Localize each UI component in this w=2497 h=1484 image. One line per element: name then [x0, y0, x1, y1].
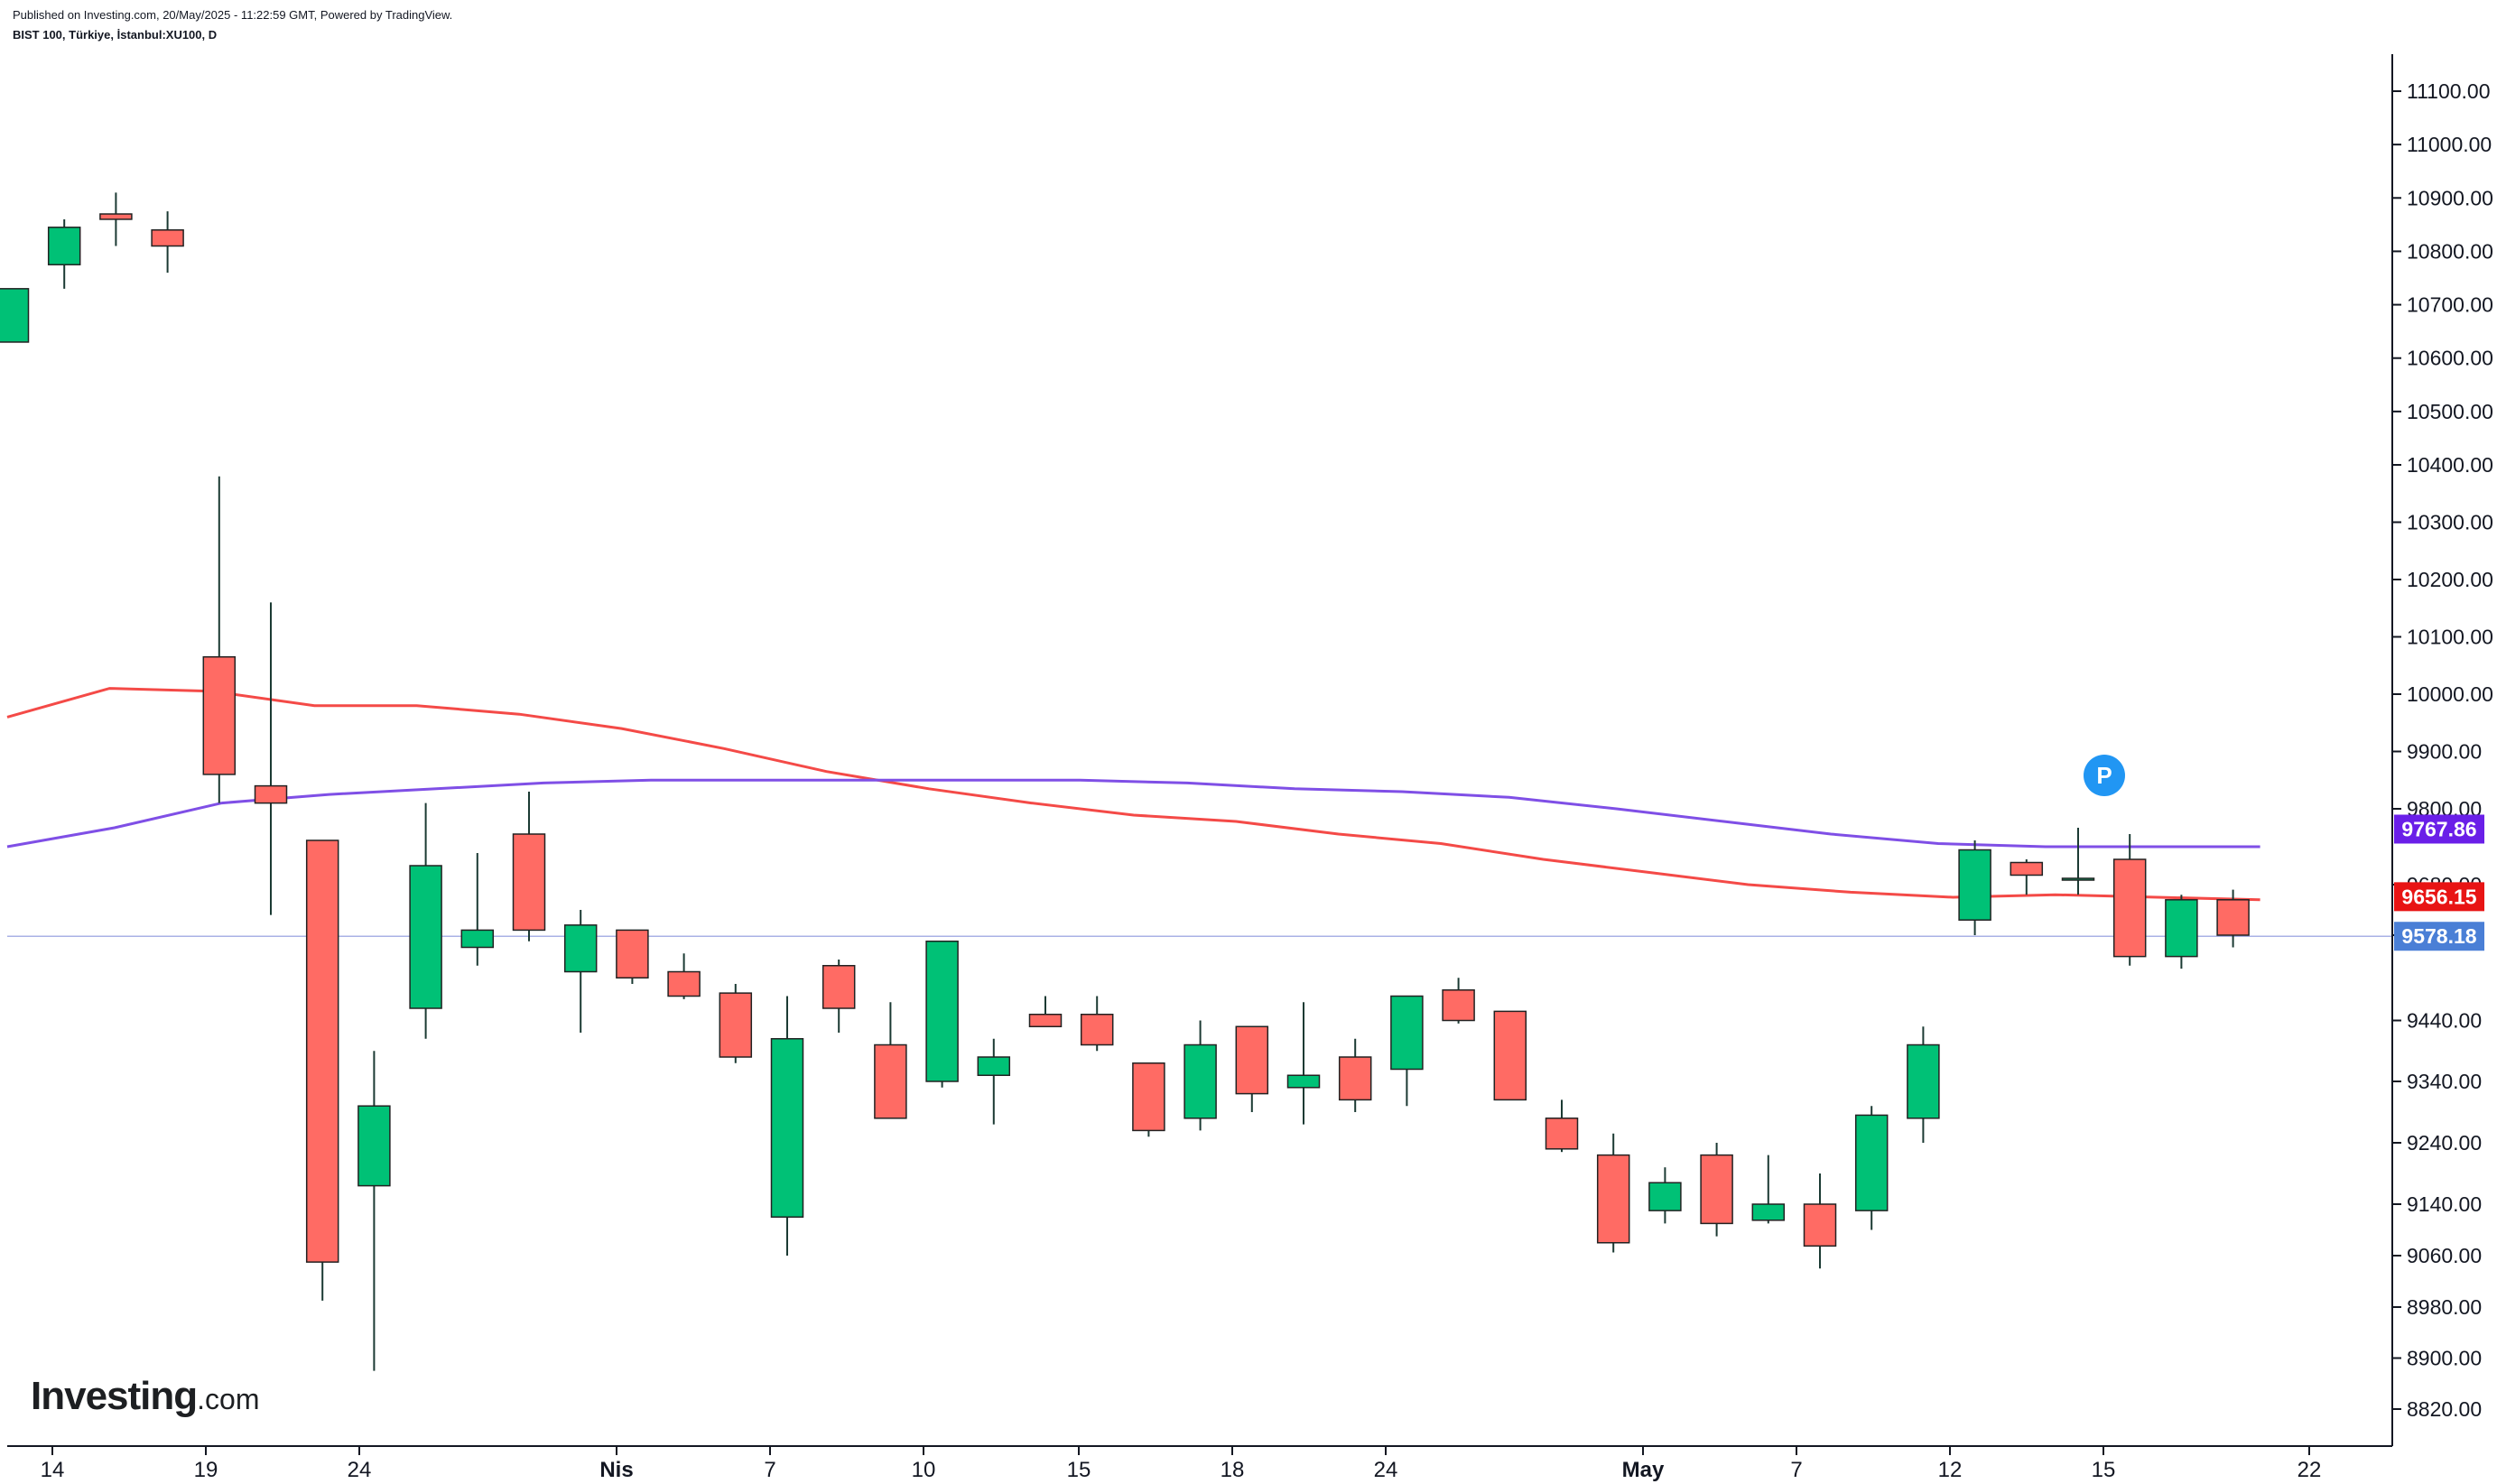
candle-down — [99, 213, 133, 220]
y-tick-label: 9140.00 — [2407, 1192, 2482, 1216]
candle-down — [1545, 1118, 1579, 1150]
y-tick-label: 9900.00 — [2407, 740, 2482, 764]
y-tick-label: 11000.00 — [2407, 133, 2492, 156]
x-tick-label: 14 — [41, 1458, 65, 1482]
y-tick-label: 10700.00 — [2407, 293, 2493, 317]
x-tick-label: Nis — [599, 1458, 633, 1482]
candle-up — [1286, 1074, 1321, 1089]
y-tick-label: 9440.00 — [2407, 1009, 2482, 1033]
y-tick-label: 9240.00 — [2407, 1131, 2482, 1155]
candle-down — [719, 992, 753, 1058]
y-tick-label: 10500.00 — [2407, 400, 2493, 423]
candle-up — [2061, 877, 2095, 881]
y-tick-label: 10000.00 — [2407, 682, 2493, 706]
ma-purple-line — [6, 778, 2260, 849]
y-tick-label: 9060.00 — [2407, 1244, 2482, 1267]
logo-suffix: .com — [197, 1383, 260, 1415]
candle-down — [305, 839, 339, 1263]
candle-up — [409, 865, 442, 1009]
candle-up — [1907, 1043, 1940, 1119]
y-tick-label: 10200.00 — [2407, 568, 2493, 591]
candle-up — [1854, 1114, 1889, 1211]
candle-up — [460, 929, 495, 949]
y-tick-label: 10300.00 — [2407, 511, 2493, 534]
logo-brand: Investing — [31, 1374, 198, 1418]
price-tag — [2394, 814, 2484, 844]
price-tag-label: 9656.15 — [2401, 885, 2476, 908]
candle-down — [822, 965, 856, 1009]
candle-down — [1493, 1010, 1527, 1101]
candle-down — [2112, 858, 2147, 958]
ma-red-line — [6, 687, 2260, 902]
candle-down — [512, 833, 546, 932]
candle-up — [1648, 1182, 1682, 1211]
x-tick-label: 24 — [348, 1458, 372, 1482]
x-axis-ticks: 14 19 24 Nis 7 10 15 18 24 May 7 12 15 22 — [41, 1446, 2322, 1482]
y-tick-label: 11100.00 — [2407, 79, 2491, 103]
candle-down — [1132, 1062, 1165, 1132]
y-tick-label: 10800.00 — [2407, 239, 2493, 263]
candle-up — [925, 941, 959, 1082]
candle-down — [1028, 1014, 1063, 1027]
y-tick-label: 10100.00 — [2407, 626, 2493, 649]
candle-down — [202, 655, 237, 775]
x-tick-label: 24 — [1374, 1458, 1398, 1482]
candle-up — [770, 1038, 804, 1218]
event-marker-icon[interactable]: P — [2084, 755, 2125, 796]
candle-down — [2216, 899, 2250, 936]
price-tags: 9767.86 9656.15 9578.18 — [2394, 814, 2484, 951]
candle-up — [0, 288, 30, 343]
candle-down — [874, 1043, 907, 1119]
x-tick-label: 15 — [1067, 1458, 1091, 1482]
investing-logo: Investing.com — [31, 1374, 260, 1419]
candle-up — [563, 924, 598, 973]
x-tick-label: 10 — [912, 1458, 936, 1482]
candle-up — [1751, 1203, 1786, 1221]
y-tick-label: 10900.00 — [2407, 186, 2493, 209]
candle-down — [151, 229, 184, 247]
candle-down — [254, 784, 288, 804]
y-tick-label: 10400.00 — [2407, 453, 2493, 477]
price-tag — [2394, 922, 2484, 951]
candle-up — [1184, 1043, 1217, 1119]
x-tick-label: 7 — [764, 1458, 775, 1482]
published-note: Published on Investing.com, 20/May/2025 … — [13, 8, 453, 22]
candle-down — [1700, 1154, 1733, 1225]
y-tick-label: 8820.00 — [2407, 1397, 2482, 1421]
candle-up — [357, 1105, 391, 1187]
candle-down — [1442, 989, 1475, 1022]
x-tick-label: May — [1622, 1458, 1665, 1482]
candle-up — [977, 1056, 1011, 1076]
price-tag-label: 9578.18 — [2401, 924, 2476, 948]
x-tick-label: 12 — [1938, 1458, 1963, 1482]
candle-up — [2165, 899, 2198, 958]
candle-down — [1338, 1056, 1372, 1101]
x-tick-label: 15 — [2092, 1458, 2116, 1482]
y-axis-ticks: 11100.00 11000.00 10900.00 10800.00 10700.00… — [2392, 79, 2493, 1421]
y-tick-label: 9340.00 — [2407, 1070, 2482, 1093]
candle-down — [667, 970, 701, 997]
candle-up — [1390, 995, 1424, 1071]
price-tag-label: 9767.86 — [2401, 817, 2476, 840]
candle-down — [1596, 1154, 1630, 1244]
candle-down — [616, 929, 649, 979]
y-tick-label: 8980.00 — [2407, 1295, 2482, 1319]
candle-up — [47, 227, 81, 265]
candle-down — [1080, 1014, 1114, 1046]
x-tick-label: 7 — [1790, 1458, 1802, 1482]
x-tick-label: 19 — [194, 1458, 218, 1482]
x-tick-label: 22 — [2297, 1458, 2322, 1482]
price-tag — [2394, 882, 2484, 912]
candle-down — [1803, 1203, 1837, 1247]
symbol-title: BIST 100, Türkiye, İstanbul:XU100, D — [13, 28, 218, 42]
candle-down — [1235, 1025, 1269, 1095]
y-tick-label: 10600.00 — [2407, 347, 2493, 370]
candle-up — [1958, 849, 1991, 921]
y-tick-label: 8900.00 — [2407, 1347, 2482, 1370]
candle-down — [2010, 861, 2044, 876]
candles — [0, 192, 2250, 1371]
x-tick-label: 18 — [1221, 1458, 1245, 1482]
moving-average-lines — [6, 687, 2392, 937]
